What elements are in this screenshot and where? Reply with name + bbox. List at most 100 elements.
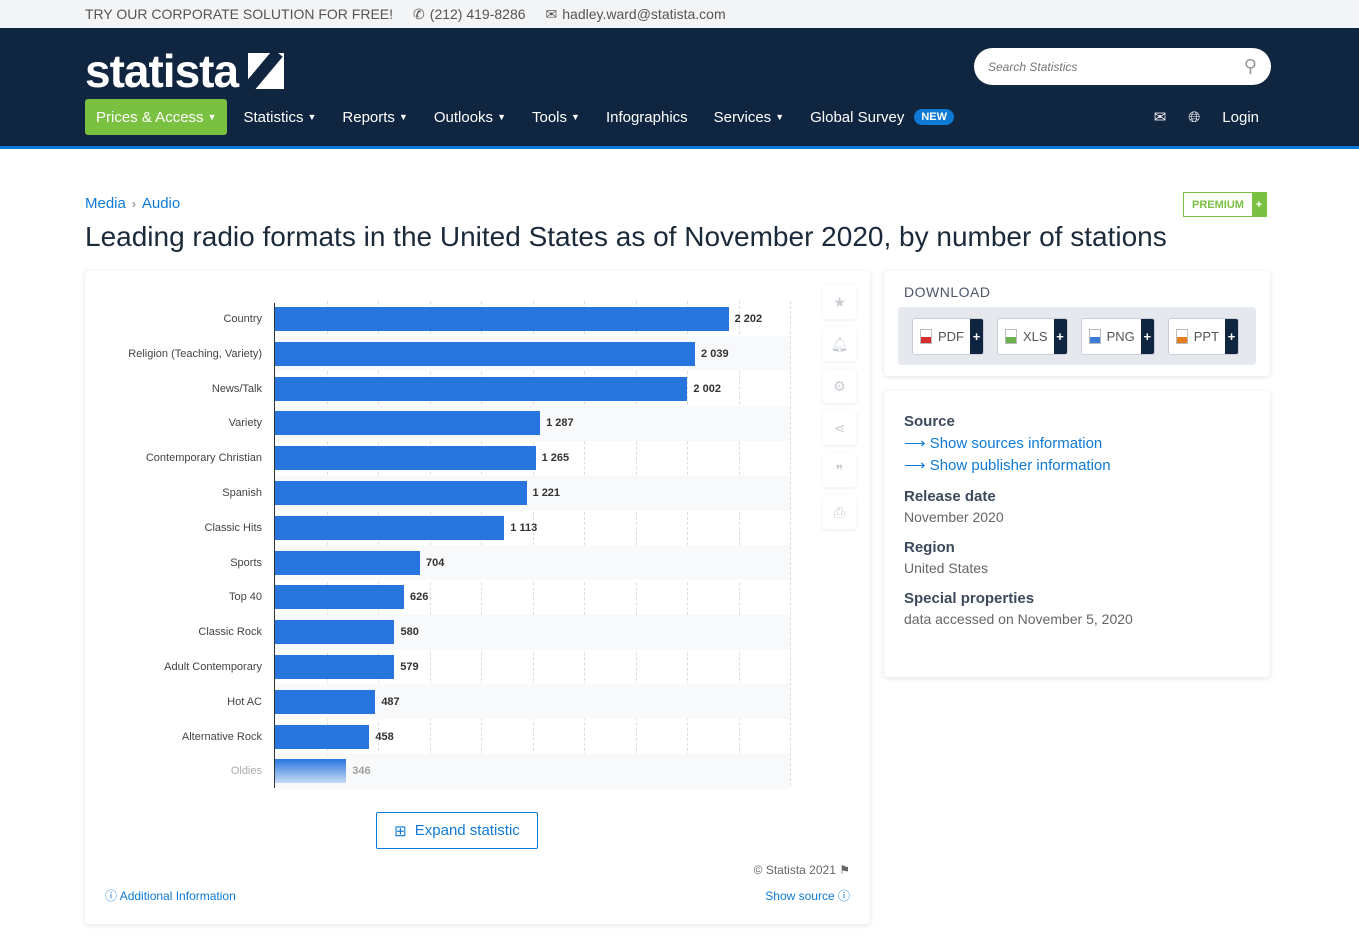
bar[interactable]	[275, 759, 347, 784]
nav-item-reports[interactable]: Reports ▼	[329, 99, 420, 135]
category-label: News/Talk	[211, 382, 262, 395]
bar[interactable]	[275, 341, 696, 366]
breadcrumb-media[interactable]: Media	[85, 195, 126, 212]
expand-statistic-button[interactable]: ⊞ Expand statistic	[376, 812, 538, 849]
nav-item-infographics[interactable]: Infographics	[593, 99, 701, 135]
value-label: 2 039	[701, 347, 729, 360]
header: statista ⚲ Prices & Access▼Statistics▼Re…	[0, 28, 1359, 149]
show-publisher-link[interactable]: ⟶ Show publisher information	[904, 457, 1111, 474]
release-date: November 2020	[904, 509, 1004, 525]
bar[interactable]	[275, 585, 404, 610]
bell-icon[interactable]: 🔔︎	[823, 327, 856, 361]
print-icon[interactable]: ⎙	[823, 495, 856, 529]
page-title: Leading radio formats in the United Stat…	[85, 221, 1167, 252]
png-file-icon	[1088, 328, 1101, 344]
gridline	[429, 301, 431, 786]
value-label: 487	[381, 695, 400, 708]
bar[interactable]	[275, 724, 370, 749]
gridline	[738, 301, 740, 786]
share-icon[interactable]: ⋖	[823, 411, 856, 445]
download-pdf-button[interactable]: PDF +	[912, 317, 984, 355]
star-icon[interactable]: ★	[823, 285, 856, 319]
download-png-button[interactable]: PNG +	[1080, 317, 1155, 355]
value-label: 458	[375, 730, 394, 743]
source-label: Source	[904, 413, 955, 430]
download-label: XLS	[998, 328, 1054, 344]
globe-icon[interactable]: 🌐︎	[1188, 108, 1201, 126]
nav-item-label: Services	[713, 108, 772, 126]
arrow-right-icon: ⟶	[904, 457, 926, 474]
bar[interactable]	[275, 376, 688, 401]
value-label: 1 221	[532, 487, 561, 499]
nav-item-prices-access[interactable]: Prices & Access ▼	[85, 99, 228, 135]
envelope-icon: ✉	[545, 5, 558, 22]
nav-item-global-survey[interactable]: Global Survey NEW	[797, 99, 967, 135]
gridline	[326, 301, 328, 786]
nav-item-label: Infographics	[605, 108, 688, 126]
main-nav: Prices & Access ▼ Statistics ▼ Reports ▼ Outlo…	[85, 99, 967, 135]
bar[interactable]	[275, 515, 505, 540]
row-band	[275, 754, 790, 789]
bar[interactable]	[275, 550, 421, 575]
download-xls-button[interactable]: XLS +	[997, 317, 1068, 355]
additional-information-link[interactable]: ⓘ Additional Information	[105, 889, 236, 903]
gridline	[635, 301, 637, 786]
nav-item-label: Outlooks	[433, 108, 494, 126]
bar[interactable]	[275, 689, 376, 714]
new-badge: NEW	[914, 109, 954, 125]
gridline	[532, 301, 534, 786]
show-source-link[interactable]: Show source ⓘ	[765, 889, 850, 903]
nav-item-statistics[interactable]: Statistics ▼	[230, 99, 329, 135]
nav-item-label: Reports	[342, 108, 395, 126]
caret-down-icon: ▼	[307, 112, 317, 122]
value-label: 1 265	[541, 452, 570, 465]
nav-item-services[interactable]: Services ▼	[701, 99, 797, 135]
search-icon[interactable]: ⚲	[1243, 56, 1257, 76]
breadcrumb: Media › Audio	[85, 195, 180, 212]
nav-item-label: Statistics	[243, 108, 304, 126]
value-label: 704	[426, 556, 445, 569]
bar[interactable]	[275, 446, 536, 471]
show-sources-link[interactable]: ⟶ Show sources information	[904, 435, 1103, 452]
promo-link[interactable]: TRY OUR CORPORATE SOLUTION FOR FREE!	[85, 6, 394, 22]
bar[interactable]	[275, 620, 395, 645]
value-label: 2 002	[693, 382, 721, 395]
gear-icon[interactable]: ⚙	[823, 369, 856, 403]
bar[interactable]	[275, 307, 729, 331]
category-label: Variety	[228, 417, 262, 430]
bar[interactable]	[275, 655, 395, 679]
nav-item-label: Global Survey	[810, 108, 905, 126]
download-ppt-button[interactable]: PPT +	[1167, 317, 1240, 355]
chart-toolbar: ★ 🔔︎ ⚙ ⋖ ❞ ⎙	[823, 285, 856, 529]
nav-item-label: Tools	[531, 108, 568, 126]
search-input[interactable]	[988, 59, 1244, 74]
nav-item-label: Prices & Access	[96, 108, 204, 126]
caret-down-icon: ▼	[775, 112, 785, 122]
breadcrumb-audio[interactable]: Audio	[141, 195, 181, 212]
bar[interactable]	[275, 411, 541, 436]
login-link[interactable]: Login	[1222, 108, 1259, 126]
category-label: Sports	[230, 556, 262, 569]
bar[interactable]	[275, 481, 527, 505]
category-label: Oldies	[230, 765, 262, 778]
plus-icon: +	[970, 318, 983, 354]
region-label: Region	[904, 539, 955, 556]
category-label: Adult Contemporary	[164, 661, 262, 673]
download-label: PDF	[913, 328, 970, 344]
download-card: DOWNLOAD PDF + XLS + PNG + PPT +	[884, 271, 1270, 376]
nav-item-tools[interactable]: Tools ▼	[519, 99, 593, 135]
ppt-file-icon	[1175, 328, 1188, 344]
bar-chart: Country 2 202 Religion (Teaching, Variety)…	[85, 271, 870, 791]
premium-badge[interactable]: PREMIUM +	[1183, 192, 1267, 217]
phone-icon: ✆	[413, 5, 425, 22]
envelope-icon[interactable]: ✉	[1153, 109, 1167, 126]
value-label: 346	[352, 765, 371, 778]
quote-icon[interactable]: ❞	[823, 453, 856, 487]
copyright: © Statista 2021 ⚑	[753, 863, 850, 877]
logo[interactable]: statista	[85, 44, 285, 98]
email[interactable]: ✉ hadley.ward@statista.com	[545, 5, 726, 23]
phone[interactable]: ✆ (212) 419-8286	[413, 5, 526, 23]
nav-item-outlooks[interactable]: Outlooks ▼	[421, 99, 519, 135]
y-axis	[274, 303, 275, 788]
value-label: 626	[409, 591, 429, 604]
